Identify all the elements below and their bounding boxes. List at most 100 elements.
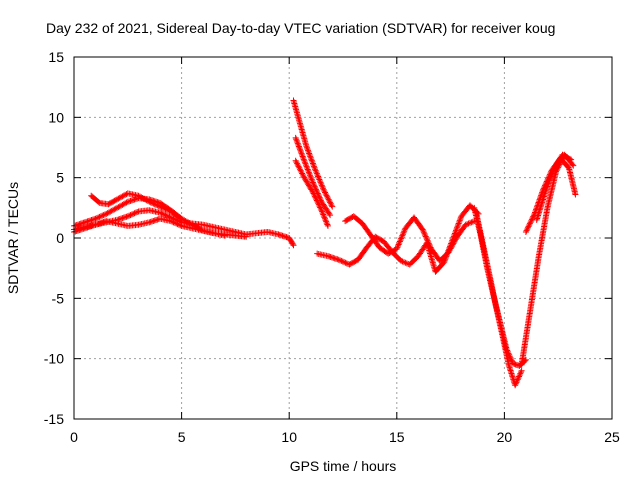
data-point [424, 237, 431, 244]
data-point [395, 242, 402, 249]
data-point [307, 153, 314, 160]
chart-title: Day 232 of 2021, Sidereal Day-to-day VTE… [46, 20, 555, 36]
data-point [542, 187, 549, 194]
data-point [305, 147, 312, 154]
data-point [341, 259, 348, 266]
data-point [518, 367, 525, 374]
data-point [320, 211, 327, 218]
data-point [317, 205, 324, 212]
series-track-9 [342, 213, 478, 264]
data-point [514, 377, 521, 384]
data-point [131, 210, 138, 217]
data-point [100, 212, 107, 219]
data-point [314, 172, 321, 179]
data-point [339, 258, 346, 265]
data-point [303, 144, 310, 151]
data-point [308, 175, 315, 182]
data-point [150, 200, 157, 207]
series-track-11 [473, 210, 525, 389]
y-tick-label: -15 [44, 411, 64, 427]
data-point [516, 373, 523, 380]
data-point [401, 228, 408, 235]
data-point [547, 173, 554, 180]
data-point [307, 172, 314, 179]
data-point [569, 161, 576, 168]
data-point [337, 257, 344, 264]
data-point [311, 191, 318, 198]
data-point [174, 221, 181, 228]
data-point [515, 374, 522, 381]
data-point [294, 139, 301, 146]
data-point [309, 178, 316, 185]
data-point [306, 150, 313, 157]
y-tick-label: -5 [52, 290, 65, 306]
data-point [400, 259, 407, 266]
grid-lines [74, 57, 612, 419]
data-point [324, 222, 331, 229]
data-point [295, 142, 302, 149]
data-point [322, 189, 329, 196]
data-point [342, 259, 349, 266]
data-point [513, 379, 520, 386]
data-point [298, 150, 305, 157]
x-tick-label: 20 [497, 429, 513, 445]
data-point [147, 199, 154, 206]
data-point [309, 159, 316, 166]
data-point [300, 173, 307, 180]
data-point [308, 156, 315, 163]
data-point [325, 196, 332, 203]
data-point [544, 182, 551, 189]
data-point [398, 257, 405, 264]
data-point [296, 166, 303, 173]
data-point [452, 236, 459, 243]
data-point [568, 156, 575, 163]
data-point [449, 242, 456, 249]
data-point [548, 172, 555, 179]
data-point [317, 204, 324, 211]
data-point [295, 143, 302, 150]
data-point [427, 244, 434, 251]
data-point [315, 200, 322, 207]
data-point [304, 166, 311, 173]
data-point [305, 169, 312, 176]
data-point [550, 166, 557, 173]
data-point [421, 230, 428, 237]
data-point [318, 207, 325, 214]
data-point [396, 238, 403, 245]
data-point [165, 207, 172, 214]
data-point [101, 211, 108, 218]
data-point [319, 210, 326, 217]
data-point [221, 232, 228, 239]
data-point [153, 201, 160, 208]
y-tick-label: 10 [48, 109, 64, 125]
data-point [309, 187, 316, 194]
data-point [425, 238, 432, 245]
data-point [316, 203, 323, 210]
series-track-7 [292, 157, 331, 229]
data-point [307, 154, 314, 161]
data-point [96, 213, 103, 220]
data-point [543, 184, 550, 191]
data-point [313, 197, 320, 204]
data-point [306, 170, 313, 177]
data-point [338, 257, 345, 264]
data-point [544, 183, 551, 190]
data-point [290, 242, 297, 249]
y-tick-label: 15 [48, 49, 64, 65]
data-point [127, 212, 134, 219]
data-point [304, 165, 311, 172]
data-point [526, 222, 533, 229]
data-point [318, 182, 325, 189]
data-point [132, 209, 139, 216]
x-tick-label: 25 [604, 429, 620, 445]
series-track-6 [292, 134, 334, 219]
data-point [420, 229, 427, 236]
data-point [422, 233, 429, 240]
data-point [157, 203, 164, 210]
data-point [305, 167, 312, 174]
data-point [449, 241, 456, 248]
data-point [450, 240, 457, 247]
data-point [512, 380, 519, 387]
data-point [328, 202, 335, 209]
